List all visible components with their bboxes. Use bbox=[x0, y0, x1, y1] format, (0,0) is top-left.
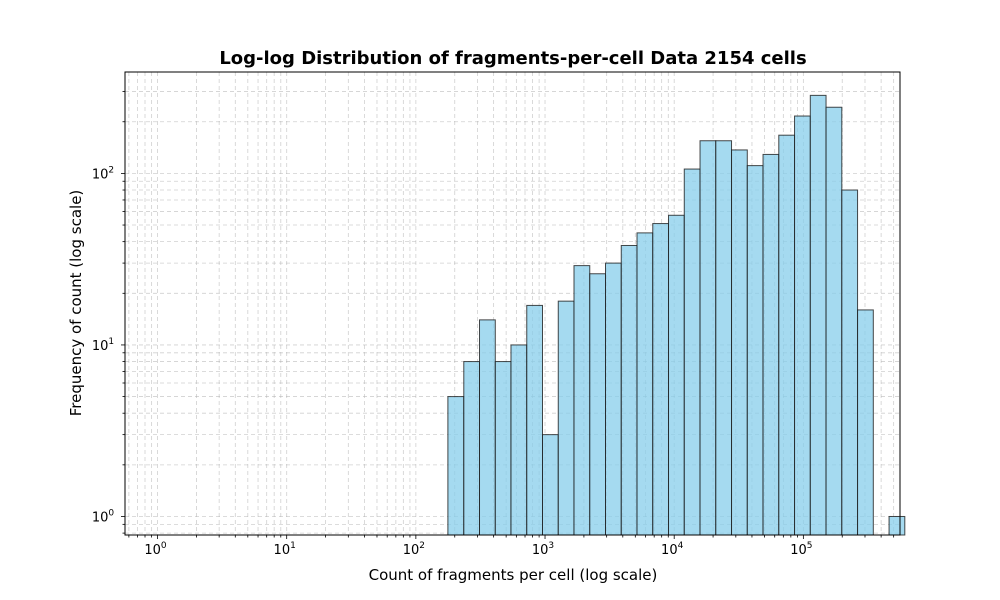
histogram-bar bbox=[794, 115, 811, 536]
histogram-bar bbox=[573, 265, 591, 536]
histogram-bar bbox=[857, 309, 874, 536]
histogram-bar bbox=[652, 223, 670, 536]
histogram-bar bbox=[526, 304, 544, 536]
histogram-bar bbox=[589, 273, 607, 536]
histogram-bar bbox=[746, 165, 764, 536]
y-tick-label: 100 bbox=[92, 508, 115, 525]
histogram-bar bbox=[463, 361, 481, 536]
histogram-bar bbox=[731, 149, 748, 536]
x-tick-label: 104 bbox=[661, 541, 684, 558]
histogram-bar bbox=[762, 153, 780, 536]
x-tick-label: 101 bbox=[274, 541, 296, 558]
histogram-bar bbox=[494, 361, 512, 536]
histogram-bar bbox=[699, 140, 717, 536]
histogram-bar bbox=[479, 319, 496, 536]
plot-frame bbox=[124, 71, 901, 536]
histogram-bar bbox=[841, 189, 859, 536]
histogram-bar bbox=[715, 140, 733, 536]
histogram-bar bbox=[683, 168, 701, 536]
histogram-bar bbox=[825, 106, 843, 536]
axis-ticks: 100 101 102 103 104 105 100 101 102 bbox=[92, 91, 895, 558]
x-tick-label: 102 bbox=[403, 541, 425, 558]
histogram-bar bbox=[510, 344, 528, 536]
chart-title: Log-log Distribution of fragments-per-ce… bbox=[219, 48, 806, 69]
y-tick-label: 101 bbox=[92, 337, 114, 354]
histogram-bar bbox=[888, 515, 906, 536]
histogram-bar bbox=[605, 262, 622, 536]
x-tick-label: 100 bbox=[144, 541, 167, 558]
x-tick-label: 103 bbox=[532, 541, 554, 558]
histogram-bar bbox=[636, 232, 654, 536]
histogram-bar bbox=[668, 214, 685, 536]
x-axis-label: Count of fragments per cell (log scale) bbox=[369, 566, 658, 584]
histogram-bar bbox=[447, 396, 465, 536]
histogram-bar bbox=[809, 94, 827, 536]
histogram-bar bbox=[557, 300, 575, 536]
y-tick-label: 102 bbox=[92, 165, 114, 182]
histogram-bar bbox=[620, 244, 638, 536]
x-tick-label: 105 bbox=[790, 541, 812, 558]
bars bbox=[447, 94, 906, 536]
y-axis-label: Frequency of count (log scale) bbox=[67, 190, 85, 417]
histogram-bar bbox=[778, 134, 796, 536]
histogram-bar bbox=[542, 434, 559, 536]
